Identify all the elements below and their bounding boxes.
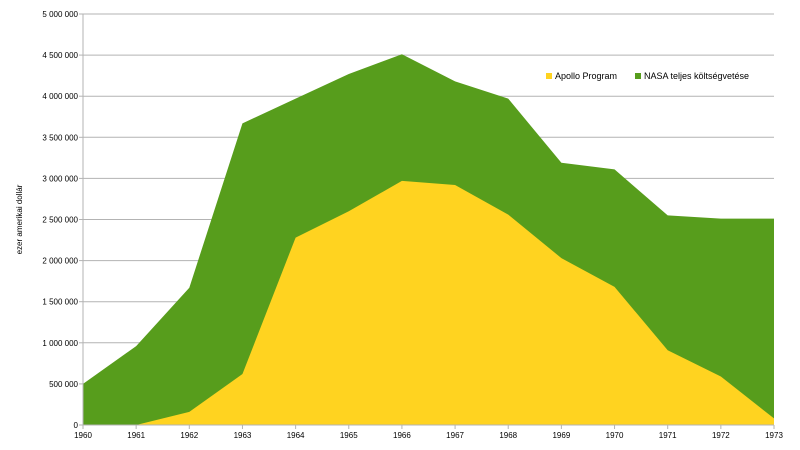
x-tick-label: 1971 [659,431,677,440]
y-tick-label: 2 000 000 [42,257,78,266]
y-tick-label: 4 000 000 [42,92,78,101]
y-tick-label: 4 500 000 [42,51,78,60]
y-tick-label: 2 500 000 [42,216,78,225]
x-tick-label: 1966 [393,431,411,440]
legend: Apollo Program NASA teljes költségvetése [546,71,749,81]
y-tick-label: 500 000 [49,380,78,389]
x-tick-label: 1972 [712,431,730,440]
legend-swatch [635,73,641,79]
x-tick-label: 1968 [499,431,517,440]
x-tick-label: 1964 [287,431,305,440]
x-tick-label: 1960 [74,431,92,440]
y-tick-label: 5 000 000 [42,10,78,19]
area-series [83,54,774,425]
y-tick-label: 1 500 000 [42,298,78,307]
legend-label: Apollo Program [555,71,617,81]
axes: 0 500 000 1 000 000 1 500 000 2 000 000 2 500… [15,10,783,440]
x-tick-label: 1963 [234,431,252,440]
y-tick-label: 3 500 000 [42,133,78,142]
x-tick-label: 1969 [552,431,570,440]
x-tick-label: 1965 [340,431,358,440]
x-tick-label: 1967 [446,431,464,440]
y-tick-label: 1 000 000 [42,339,78,348]
x-tick-label: 1962 [180,431,198,440]
x-tick-label: 1961 [127,431,145,440]
legend-label: NASA teljes költségvetése [644,71,749,81]
y-tick-label: 0 [74,421,79,430]
legend-swatch [546,73,552,79]
y-tick-label: 3 000 000 [42,174,78,183]
x-tick-label: 1970 [606,431,624,440]
x-tick-label: 1973 [765,431,783,440]
y-axis-title: ezer amerikai dollár [15,184,24,254]
area-series-apollo-program [83,180,774,425]
